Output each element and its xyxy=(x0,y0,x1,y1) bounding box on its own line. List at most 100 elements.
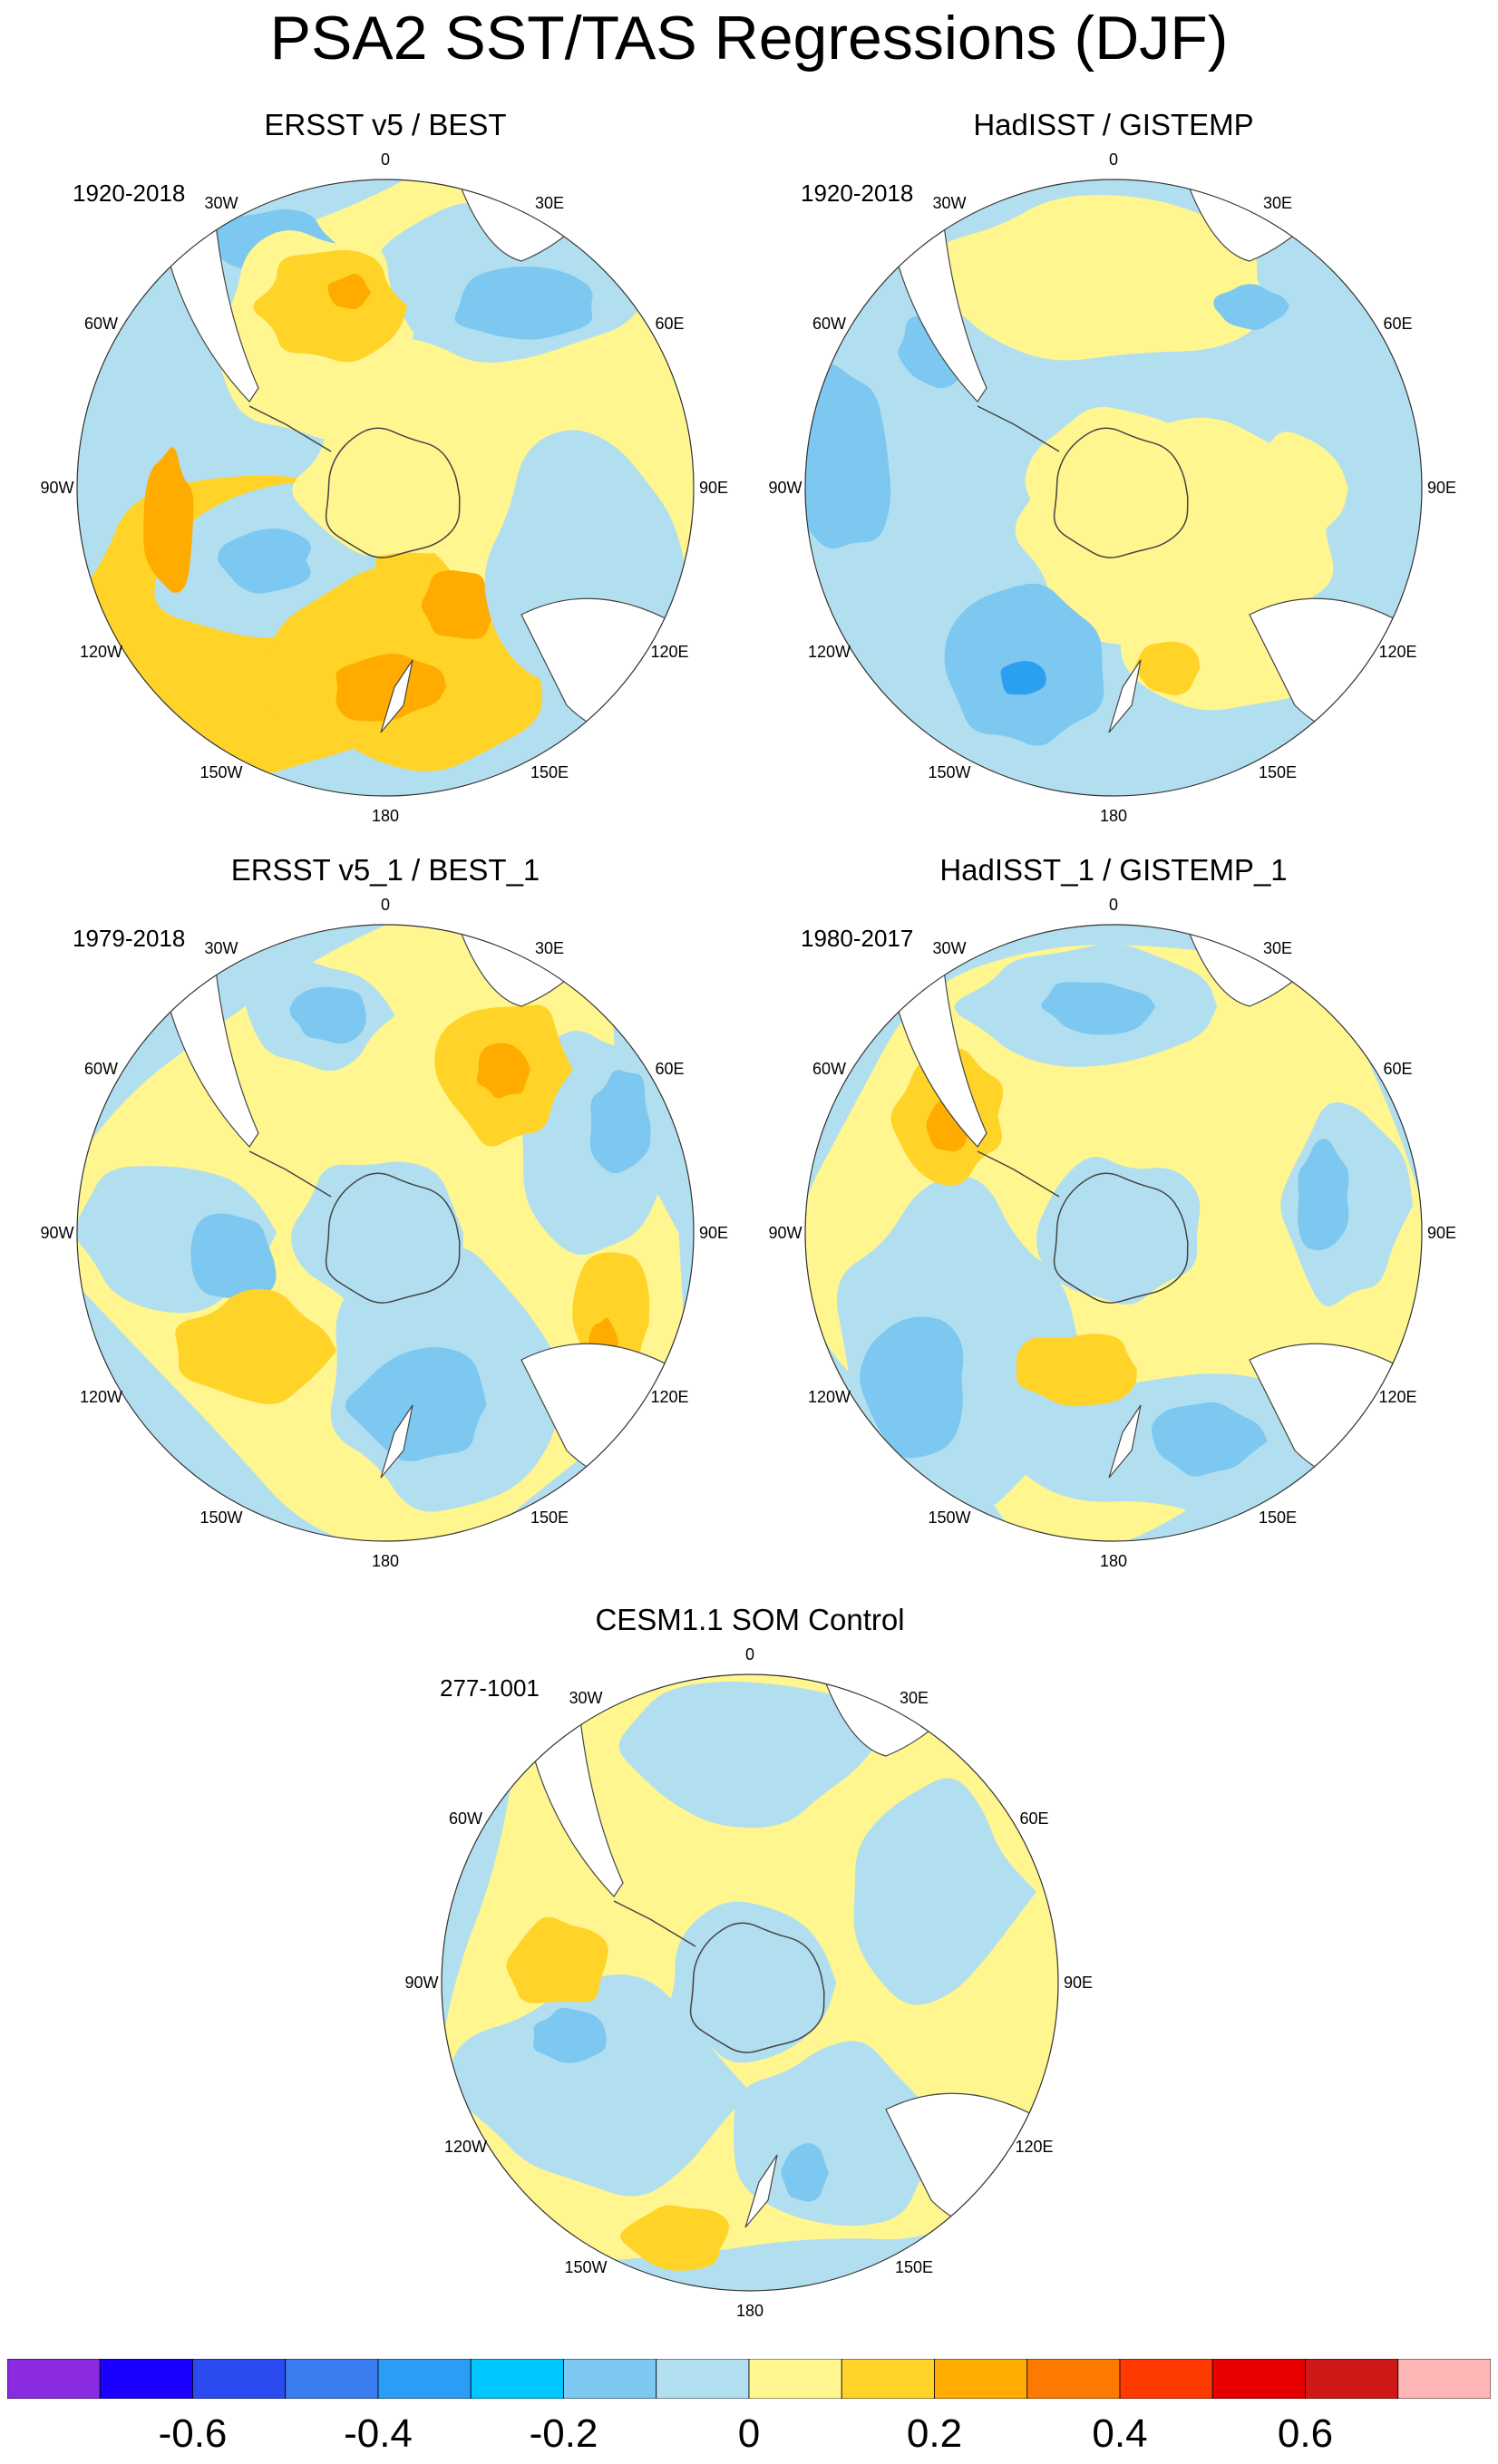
contour-region xyxy=(860,1316,964,1459)
longitude-label: 0 xyxy=(380,150,391,169)
panel-period: 1920-2018 xyxy=(801,179,914,207)
main-title: PSA2 SST/TAS Regressions (DJF) xyxy=(269,4,1229,73)
longitude-label: 60W xyxy=(83,315,118,333)
map-border xyxy=(76,179,695,797)
longitude-label: 30E xyxy=(899,1689,929,1708)
polar-map xyxy=(76,179,695,797)
peninsula-coastline xyxy=(977,1150,1060,1198)
contour-region xyxy=(1134,641,1201,695)
longitude-label: 30W xyxy=(204,194,238,213)
antarctica-coastline xyxy=(1053,427,1189,558)
longitude-label: 180 xyxy=(1099,807,1128,825)
panel-period: 1980-2017 xyxy=(801,925,914,952)
contour-region xyxy=(1025,406,1200,563)
map-panel-ersst-best-1: ERSST v5_1 / BEST_1 1979-2018 0 30E 60E 90E… xyxy=(23,852,748,1596)
peninsula-coastline xyxy=(248,405,332,452)
contour-region xyxy=(336,653,446,722)
colorbar-swatch xyxy=(192,2359,287,2399)
colorbar-swatch xyxy=(1119,2359,1213,2399)
polar-map xyxy=(804,179,1423,797)
map-panel-ersst-best: ERSST v5 / BEST 1920-2018 0 30E 60E 90E 120E… xyxy=(23,107,748,850)
polar-map xyxy=(76,924,695,1542)
longitude-label: 120E xyxy=(1378,1388,1417,1406)
longitude-label: 150W xyxy=(199,762,243,781)
contour-region xyxy=(1000,660,1046,695)
map-panel-hadisst-gistemp-1: HadISST_1 / GISTEMP_1 1980-2017 0 30E 60E 9… xyxy=(751,852,1476,1596)
contour-region xyxy=(589,1070,651,1174)
colorbar-swatch xyxy=(563,2359,657,2399)
panel-title: ERSST v5 / BEST xyxy=(264,108,507,141)
new-zealand-land xyxy=(744,2154,778,2228)
colorbar-swatch xyxy=(7,2359,101,2399)
map-panel-cesm-som: CESM1.1 SOM Control 277-1001 0 30E 60E 90E 1… xyxy=(387,1602,1113,2345)
longitude-label: 120E xyxy=(1015,2138,1054,2156)
longitude-label: 30W xyxy=(932,939,967,958)
contour-region xyxy=(289,986,366,1044)
colorbar-swatch xyxy=(285,2359,379,2399)
contour-region xyxy=(853,1778,1036,2005)
longitude-label: 150W xyxy=(199,1508,243,1527)
polar-map xyxy=(441,1673,1059,2292)
contour-region xyxy=(1298,1139,1349,1251)
colorbar-tick-label: -0.2 xyxy=(529,2411,598,2456)
colorbar-tick-label: -0.6 xyxy=(158,2411,228,2456)
map-border xyxy=(76,924,695,1542)
map-panel-hadisst-gistemp: HadISST / GISTEMP 1920-2018 0 30E 60E 90E 12… xyxy=(751,107,1476,850)
panel-title: HadISST / GISTEMP xyxy=(973,108,1254,141)
new-zealand-land xyxy=(1108,659,1142,733)
longitude-label: 60E xyxy=(655,1060,685,1078)
contour-region xyxy=(533,2007,607,2063)
longitude-label: 90W xyxy=(768,479,802,497)
map-border xyxy=(804,924,1423,1542)
polar-map xyxy=(804,924,1423,1542)
contour-region xyxy=(1016,1334,1137,1407)
longitude-label: 60W xyxy=(812,315,846,333)
longitude-label: 150E xyxy=(1258,762,1298,781)
contour-region xyxy=(618,1681,880,1829)
contour-region xyxy=(175,1289,337,1405)
longitude-label: 90E xyxy=(698,479,729,497)
antarctica-coastline xyxy=(689,1922,825,2053)
longitude-label: 120W xyxy=(79,1388,122,1406)
contour-region xyxy=(291,1161,464,1315)
longitude-label: 30W xyxy=(204,939,238,958)
colorbar-swatch xyxy=(656,2359,750,2399)
colorbar-swatch xyxy=(377,2359,472,2399)
longitude-label: 150W xyxy=(928,762,971,781)
contour-region xyxy=(421,570,500,639)
longitude-label: 180 xyxy=(371,807,400,825)
longitude-label: 30E xyxy=(534,194,565,213)
colorbar-tick-label: 0.6 xyxy=(1277,2411,1334,2456)
contour-region xyxy=(327,273,372,310)
colorbar-tick-label: 0 xyxy=(737,2411,761,2456)
contour-region xyxy=(345,1346,487,1461)
longitude-label: 30E xyxy=(1262,194,1293,213)
contour-region xyxy=(781,2143,830,2202)
longitude-label: 0 xyxy=(744,1645,755,1664)
antarctica-coastline xyxy=(1053,1172,1189,1304)
longitude-label: 150W xyxy=(928,1508,971,1527)
peninsula-coastline xyxy=(248,1150,332,1198)
longitude-label: 90E xyxy=(1426,479,1457,497)
contour-region xyxy=(668,1901,837,2063)
longitude-label: 120E xyxy=(1378,643,1417,661)
longitude-label: 60E xyxy=(655,315,685,333)
longitude-label: 60E xyxy=(1383,1060,1413,1078)
longitude-label: 90W xyxy=(404,1974,439,1992)
longitude-label: 60W xyxy=(83,1060,118,1078)
contour-region xyxy=(1240,432,1348,547)
longitude-label: 90E xyxy=(1063,1974,1094,1992)
colorbar xyxy=(7,2359,1491,2399)
longitude-label: 60W xyxy=(812,1060,846,1078)
contour-region xyxy=(506,1916,608,2003)
antarctica-coastline xyxy=(325,427,461,558)
longitude-label: 30W xyxy=(569,1689,603,1708)
colorbar-swatch xyxy=(934,2359,1028,2399)
longitude-label: 30W xyxy=(932,194,967,213)
longitude-label: 120W xyxy=(807,1388,851,1406)
colorbar-swatch xyxy=(470,2359,564,2399)
colorbar-tick-label: -0.4 xyxy=(344,2411,413,2456)
new-zealand-land xyxy=(380,659,413,733)
colorbar-tick-label: 0.4 xyxy=(1092,2411,1148,2456)
longitude-label: 60E xyxy=(1383,315,1413,333)
